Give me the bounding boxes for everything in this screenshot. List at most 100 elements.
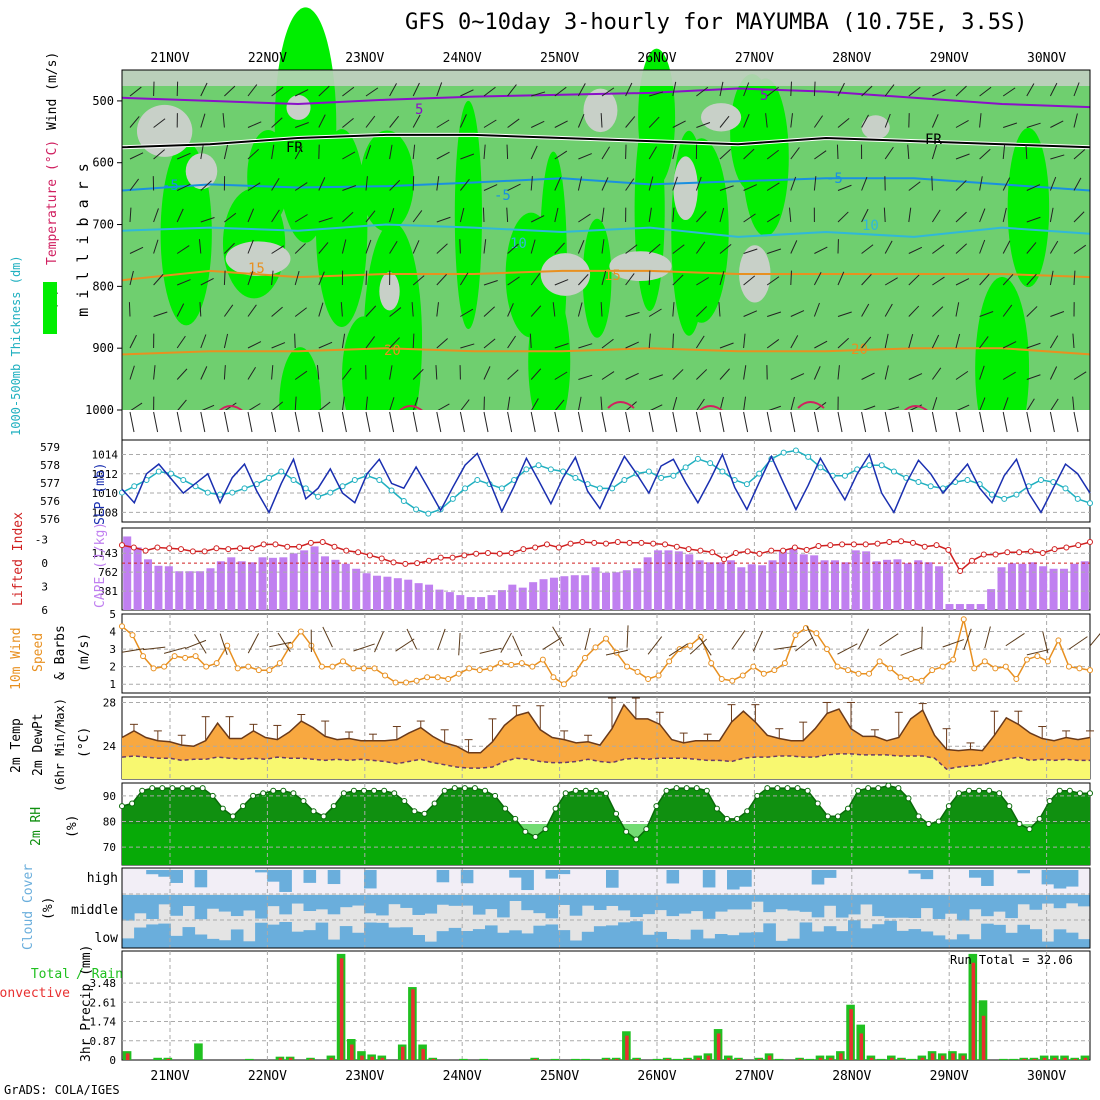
wind10m-barb bbox=[963, 628, 972, 651]
wind-barb bbox=[176, 399, 187, 412]
rh2m-line-marker bbox=[280, 787, 287, 794]
rh2m-axis-label: 2m RH bbox=[29, 807, 44, 846]
thickness-line-marker bbox=[327, 489, 334, 496]
wind10m-speed-line-marker bbox=[476, 667, 483, 674]
wind10m-speed-line-marker bbox=[392, 679, 399, 686]
cape-bar bbox=[883, 559, 892, 610]
date-label-bottom: 26NOV bbox=[637, 1069, 676, 1084]
cloud-middle-bar bbox=[424, 895, 438, 914]
cape-bar bbox=[654, 550, 663, 610]
cloud-low-bar bbox=[460, 931, 474, 948]
wind10m-barb bbox=[942, 639, 964, 648]
wind-barb bbox=[200, 366, 208, 380]
thickness-line-marker bbox=[1001, 495, 1008, 502]
isotherm-15 bbox=[121, 269, 1091, 282]
cloud-middle-bar bbox=[134, 895, 147, 914]
contour-label: -5 bbox=[494, 188, 511, 204]
lifted-index-line-marker bbox=[732, 549, 739, 556]
pressure-tick-label: 600 bbox=[92, 156, 114, 170]
surface-wind-barb bbox=[271, 411, 277, 433]
wind-barb bbox=[767, 311, 782, 317]
cape-bar bbox=[144, 559, 153, 610]
wind-barb bbox=[1026, 273, 1037, 286]
rh2m-line-marker bbox=[482, 787, 488, 794]
date-label-top: 21NOV bbox=[150, 51, 189, 66]
wind-barb bbox=[1049, 366, 1058, 380]
cloud-middle-bar bbox=[823, 895, 837, 906]
wind-barb bbox=[1026, 216, 1041, 223]
cloud-middle-bar bbox=[315, 895, 329, 910]
rh2m-line-marker bbox=[512, 815, 519, 822]
wind-barb bbox=[506, 207, 509, 223]
wind-barb bbox=[342, 86, 355, 97]
wind-barb bbox=[743, 365, 747, 380]
wind10m-speed-line-marker bbox=[581, 654, 588, 661]
wind-barb bbox=[766, 149, 779, 160]
wind10m-speed-line-marker bbox=[1055, 637, 1062, 644]
cloud-row-label: high bbox=[87, 871, 118, 886]
wind10m-tick-label: 4 bbox=[109, 626, 116, 639]
lifted-index-line-marker bbox=[827, 542, 834, 549]
lifted-index-line-marker bbox=[461, 552, 468, 559]
wind-barb bbox=[412, 144, 416, 160]
rh2m-line-marker bbox=[915, 813, 922, 820]
wind-barb bbox=[578, 213, 591, 223]
rh2m-line-marker bbox=[673, 785, 680, 792]
cape-bar bbox=[362, 573, 371, 610]
wind-barb bbox=[460, 178, 470, 191]
wind10m-barb bbox=[194, 634, 207, 654]
cloud-low-bar bbox=[1029, 929, 1043, 948]
cape-bar bbox=[820, 560, 829, 610]
wind10m-speed-line-marker bbox=[855, 670, 862, 677]
cape-bar bbox=[851, 550, 860, 610]
wind-barb bbox=[1073, 177, 1082, 191]
rh2m-line-marker bbox=[522, 828, 529, 835]
precip-total-bar bbox=[876, 1058, 886, 1060]
lifted-index-line-marker bbox=[650, 540, 657, 547]
wind-barb bbox=[908, 333, 914, 349]
cape-bar bbox=[955, 604, 964, 610]
slp-tick-label: 1008 bbox=[92, 506, 119, 519]
precip-total-bar bbox=[805, 1058, 815, 1060]
surface-wind-barb bbox=[459, 411, 465, 433]
precip-convective-bar bbox=[839, 1053, 843, 1060]
cloud-middle-bar bbox=[581, 895, 595, 906]
cloud-middle-bar bbox=[243, 895, 256, 911]
cape-bar bbox=[497, 590, 506, 610]
wind-barb bbox=[766, 365, 768, 380]
wind-barb bbox=[554, 242, 565, 254]
thickness-line-marker bbox=[1062, 485, 1069, 492]
wind-barb bbox=[389, 270, 391, 286]
wind-barb bbox=[530, 398, 539, 412]
wind10m-barb bbox=[1026, 649, 1049, 656]
cape-bar bbox=[633, 568, 642, 610]
wind-barb bbox=[1002, 397, 1009, 412]
rh2m-line-marker bbox=[189, 785, 196, 792]
lifted-index-line-marker bbox=[248, 545, 255, 552]
wind-barb bbox=[578, 374, 593, 380]
wind10m-speed-line-marker bbox=[171, 653, 178, 660]
wind-barb bbox=[554, 177, 562, 191]
cloud-middle-bar bbox=[376, 895, 389, 916]
wind-barb bbox=[1002, 144, 1006, 160]
wind-barb bbox=[460, 308, 474, 317]
wind-barb bbox=[294, 182, 308, 191]
wind10m-speed-line-marker bbox=[992, 665, 999, 672]
wind-barb bbox=[295, 122, 309, 128]
rh-dry-region bbox=[136, 104, 193, 157]
cloud-middle-bar bbox=[690, 895, 704, 912]
wind-barb bbox=[176, 245, 190, 254]
cape-bar bbox=[1028, 562, 1037, 610]
wind-barb bbox=[932, 306, 944, 317]
wind-barb bbox=[365, 239, 372, 254]
wind-barb bbox=[1026, 342, 1041, 349]
rh2m-line-marker bbox=[260, 790, 267, 797]
wind-barb bbox=[483, 239, 487, 254]
date-label-bottom: 30NOV bbox=[1027, 1069, 1066, 1084]
cape-bar bbox=[737, 567, 746, 610]
precip-total-bar bbox=[652, 1058, 662, 1060]
surface-wind-barb bbox=[790, 411, 796, 433]
wind-barb bbox=[955, 243, 968, 254]
wind-barb bbox=[861, 144, 863, 160]
wind-barb bbox=[1026, 242, 1037, 254]
